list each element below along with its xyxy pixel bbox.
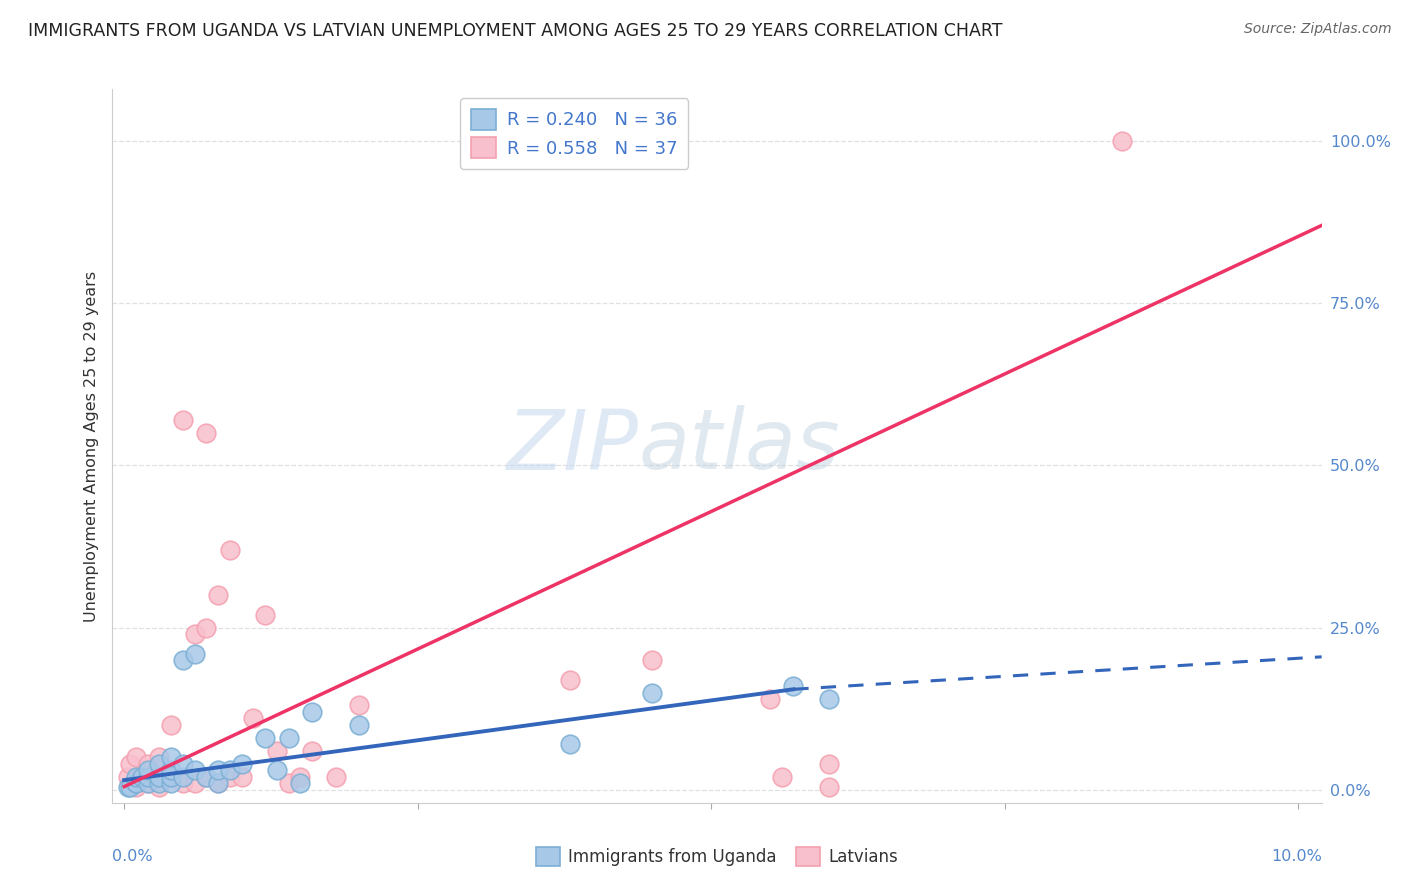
Text: 10.0%: 10.0% <box>1271 849 1322 864</box>
Point <box>136 776 159 790</box>
Point <box>160 770 183 784</box>
Point <box>183 627 205 641</box>
Point <box>207 764 229 778</box>
Point <box>125 780 148 794</box>
Point <box>172 770 194 784</box>
Point <box>172 413 194 427</box>
Point <box>120 780 142 794</box>
Point <box>120 756 142 771</box>
Point <box>195 770 218 784</box>
Point <box>183 776 205 790</box>
Point <box>136 776 159 790</box>
Point <box>148 780 170 794</box>
Point <box>254 607 277 622</box>
Point <box>770 770 793 784</box>
Point <box>125 770 148 784</box>
Point <box>231 756 253 771</box>
Point <box>560 738 582 752</box>
Point <box>231 770 253 784</box>
Point <box>347 698 370 713</box>
Point <box>277 776 299 790</box>
Point <box>117 770 139 784</box>
Point <box>218 770 240 784</box>
Point <box>160 770 183 784</box>
Point <box>266 764 288 778</box>
Point <box>148 770 170 784</box>
Point <box>207 588 229 602</box>
Point <box>195 770 218 784</box>
Point <box>782 679 804 693</box>
Point <box>148 756 170 771</box>
Point <box>254 731 277 745</box>
Point <box>136 770 159 784</box>
Point <box>125 776 148 790</box>
Point <box>160 718 183 732</box>
Point <box>218 542 240 557</box>
Point <box>817 692 839 706</box>
Point <box>347 718 370 732</box>
Text: Source: ZipAtlas.com: Source: ZipAtlas.com <box>1244 22 1392 37</box>
Point <box>136 764 159 778</box>
Point <box>1111 134 1133 148</box>
Point <box>242 711 264 725</box>
Point <box>301 705 323 719</box>
Point <box>207 776 229 790</box>
Point <box>560 673 582 687</box>
Point <box>183 647 205 661</box>
Point <box>325 770 347 784</box>
Point <box>301 744 323 758</box>
Text: IMMIGRANTS FROM UGANDA VS LATVIAN UNEMPLOYMENT AMONG AGES 25 TO 29 YEARS CORRELA: IMMIGRANTS FROM UGANDA VS LATVIAN UNEMPL… <box>28 22 1002 40</box>
Point <box>172 756 194 771</box>
Point <box>290 770 312 784</box>
Point <box>183 764 205 778</box>
Point <box>125 750 148 764</box>
Point <box>817 756 839 771</box>
Point <box>131 770 153 784</box>
Point <box>172 653 194 667</box>
Point <box>277 731 299 745</box>
Point <box>641 653 664 667</box>
Text: ZIP: ZIP <box>506 406 638 486</box>
Point <box>290 776 312 790</box>
Point <box>148 750 170 764</box>
Point <box>266 744 288 758</box>
Legend: Immigrants from Uganda, Latvians: Immigrants from Uganda, Latvians <box>530 840 904 873</box>
Text: atlas: atlas <box>638 406 841 486</box>
Point <box>759 692 782 706</box>
Text: 0.0%: 0.0% <box>112 849 153 864</box>
Point <box>218 764 240 778</box>
Point <box>195 425 218 440</box>
Point <box>207 776 229 790</box>
Point <box>160 764 183 778</box>
Point <box>195 621 218 635</box>
Y-axis label: Unemployment Among Ages 25 to 29 years: Unemployment Among Ages 25 to 29 years <box>83 270 98 622</box>
Point <box>817 780 839 794</box>
Point <box>136 756 159 771</box>
Point <box>117 780 139 794</box>
Point <box>172 776 194 790</box>
Point <box>148 776 170 790</box>
Point <box>641 685 664 699</box>
Point <box>160 776 183 790</box>
Point <box>125 776 148 790</box>
Point <box>160 750 183 764</box>
